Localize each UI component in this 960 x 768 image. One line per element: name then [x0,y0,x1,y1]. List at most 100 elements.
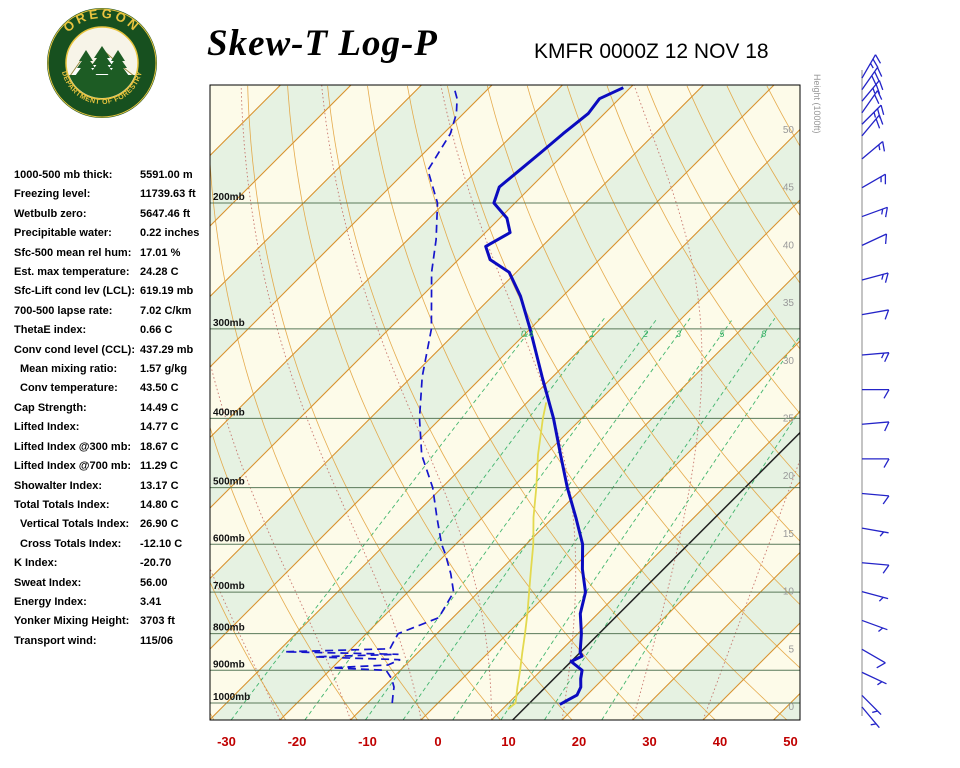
pressure-label: 200mb [213,192,245,203]
index-label: Lifted Index @300 mb: [14,440,132,453]
height-axis-label: Height (1000ft) [812,74,822,134]
index-label: Lifted Index: [14,421,80,434]
index-row: Cross Totals Index: -12.10 C [0,535,212,554]
bold-reference-line [512,431,800,720]
index-row: Yonker Mixing Height: 3703 ft [0,612,212,631]
station-time-label: KMFR 0000Z 12 NOV 18 [534,40,769,63]
logo-ring-outline [47,8,157,118]
index-label: 1000-500 mb thick: [14,169,113,181]
index-label: Est. max temperature: [14,266,130,279]
index-value: 26.90 C [140,518,179,531]
x-axis-tick-label: 0 [434,734,441,749]
indices-panel: 1000-500 mb thick: 5591.00 m Freezing leve… [0,166,212,651]
height-tick-label: 15 [783,529,795,540]
logo-trees-icon [75,46,129,76]
index-value: 14.80 C [140,498,179,511]
index-label: Cross Totals Index: [20,537,122,550]
pressure-label: 1000mb [213,692,250,703]
index-label: ThetaE index: [14,324,87,337]
index-value: 18.67 C [140,440,179,453]
pressure-label: 700mb [213,581,245,592]
index-value: 0.66 C [140,324,173,337]
pressure-label: 800mb [213,623,245,634]
index-row: Vertical Totals Index: 26.90 C [0,515,212,534]
logo-art [67,46,137,98]
mixing-ratio-label: 0.4 [521,329,534,339]
index-row: ThetaE index: 0.66 C [0,321,212,340]
height-tick-label: 45 [783,183,795,194]
index-value: 24.28 C [140,266,179,279]
index-label: Precipitable water: [14,227,112,240]
mixing-ratio-label: 8 [761,329,766,339]
index-label: Sfc-500 mean rel hum: [14,246,132,259]
index-value: 5591.00 m [140,169,193,181]
mixing-ratio-label: 1 [590,329,595,339]
chart-grid [210,85,800,720]
index-value: 437.29 mb [140,343,194,356]
height-tick-label: 25 [783,414,795,425]
x-axis-tick-label: -30 [217,734,236,749]
height-tick-label: 20 [783,471,795,482]
index-row: Lifted Index: 14.77 C [0,418,212,437]
temperature-trace [484,86,624,706]
mixing-ratio-label: 3 [676,329,681,339]
index-row: Sfc-Lift cond lev (LCL): 619.19 mb [0,282,212,301]
index-label: Conv cond level (CCL): [14,343,136,356]
index-row: Conv temperature: 43.50 C [0,379,212,398]
index-value: 11.29 C [140,460,178,473]
index-label: Freezing level: [14,188,91,201]
index-row: 1000-500 mb thick: 5591.00 m [0,166,212,185]
index-row: Conv cond level (CCL): 437.29 mb [0,341,212,360]
index-value: 3.41 [140,595,162,608]
x-axis-tick-label: 20 [572,734,586,749]
page-title: Skew-T Log-P [207,23,438,64]
index-row: 700-500 lapse rate: 7.02 C/km [0,302,212,321]
index-label: Lifted Index @700 mb: [14,460,132,473]
x-axis-tick-label: -10 [358,734,377,749]
height-tick-label: 35 [783,298,795,309]
index-value: 115/06 [140,634,174,647]
height-tick-label: 30 [783,356,795,367]
index-value: 619.19 mb [140,285,194,298]
index-row: Showalter Index: 13.17 C [0,477,212,496]
mixing-ratio-label: 2 [642,329,648,339]
index-label: Showalter Index: [14,479,103,492]
index-label: Conv temperature: [20,382,118,395]
index-row: Cap Strength: 14.49 C [0,399,212,418]
index-label: 700-500 lapse rate: [14,304,113,317]
index-value: 3703 ft [140,615,175,628]
index-row: Lifted Index @700 mb: 11.29 C [0,457,212,476]
index-label: Total Totals Index: [14,498,110,511]
index-row: Wetbulb zero: 5647.46 ft [0,205,212,224]
x-axis-tick-label: 40 [713,734,727,749]
index-label: Mean mixing ratio: [20,363,118,376]
height-tick-label: 50 [783,125,795,136]
height-tick-label: 40 [783,240,795,251]
index-row: Total Totals Index: 14.80 C [0,496,212,515]
index-value: 5647.46 ft [140,207,191,220]
pressure-label: 500mb [213,477,245,488]
index-label: Transport wind: [14,634,97,647]
index-row: Sweat Index: 56.00 [0,574,212,593]
x-axis-tick-label: 30 [642,734,656,749]
index-label: Vertical Totals Index: [20,518,130,531]
pressure-label: 900mb [213,659,245,670]
index-value: 14.49 C [140,401,179,414]
odf-logo: OREGON DEPARTMENT OF FORESTRY [47,6,157,118]
index-value: 0.22 inches [140,227,200,240]
index-value: 13.17 C [140,479,179,492]
index-label: Sfc-Lift cond lev (LCL): [14,285,135,298]
mixing-ratio-label: 5 [719,329,725,339]
index-value: 14.77 C [140,421,179,434]
chart-frame [209,84,801,721]
index-row: Sfc-500 mean rel hum: 17.01 % [0,244,212,263]
chart-labels: 200mb 300mb 400mb 500mb 600mb 700mb 800mb 900mb… [213,74,822,749]
index-row: Freezing level: 11739.63 ft [0,185,212,204]
index-row: Energy Index: 3.41 [0,593,212,612]
index-value: 7.02 C/km [140,304,192,317]
index-row: K Index: -20.70 [0,554,212,573]
index-value: 17.01 % [140,246,181,259]
index-label: Yonker Mixing Height: [14,615,130,628]
logo-ground [67,75,137,98]
